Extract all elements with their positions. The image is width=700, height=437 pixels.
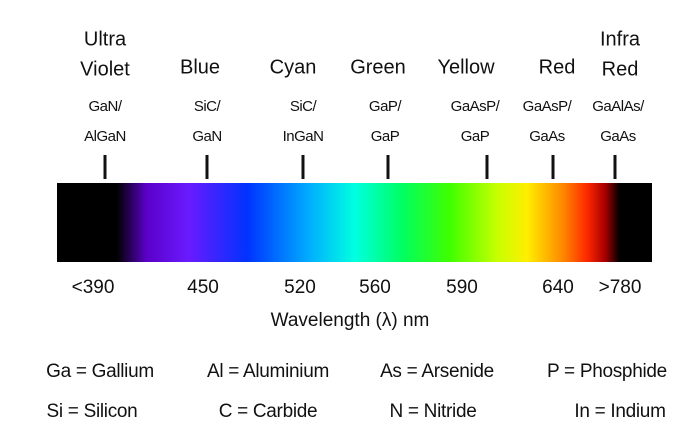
wavelength-label: 560	[359, 277, 391, 298]
material: GaAs	[600, 128, 636, 145]
material: GaP	[461, 128, 490, 145]
material: AlGaN	[84, 128, 126, 145]
legend-entry: Si = Silicon	[47, 401, 138, 422]
material: InGaN	[283, 128, 324, 145]
wavelength-label: 450	[187, 277, 219, 298]
legend-entry: C = Carbide	[219, 401, 318, 422]
legend-entry: N = Nitride	[390, 401, 477, 422]
color-name: Cyan	[270, 56, 317, 78]
material: GaAsP/	[451, 98, 501, 115]
legend-entry: As = Arsenide	[380, 361, 494, 382]
material: SiC/	[194, 98, 222, 115]
color-name: Blue	[180, 56, 220, 78]
spectrum-bar	[57, 183, 652, 262]
legend-entry: In = Indium	[574, 401, 665, 422]
material: GaP/	[369, 98, 403, 115]
color-name: Green	[350, 56, 406, 78]
wavelength-label: >780	[599, 277, 642, 298]
material: GaAlAs/	[592, 98, 645, 115]
wavelength-label: <390	[72, 277, 115, 298]
color-name: Violet	[80, 58, 130, 80]
color-name: Red	[602, 58, 639, 80]
color-name: Infra	[600, 28, 641, 50]
wavelength-label: 640	[542, 277, 574, 298]
material: SiC/	[290, 98, 318, 115]
color-name: Ultra	[84, 28, 127, 50]
material: GaN/	[88, 98, 122, 115]
legend-entry: Al = Aluminium	[207, 361, 329, 382]
material: GaP	[371, 128, 400, 145]
legend-entry: P = Phosphide	[547, 361, 667, 382]
color-name: Red	[539, 56, 576, 78]
material: GaAsP/	[523, 98, 573, 115]
wavelength-label: 590	[446, 277, 478, 298]
material: GaAs	[529, 128, 565, 145]
material: GaN	[192, 128, 221, 145]
wavelength-label: 520	[284, 277, 316, 298]
legend-entry: Ga = Gallium	[46, 361, 154, 382]
axis-label: Wavelength (λ) nm	[271, 310, 430, 331]
color-name: Yellow	[437, 56, 495, 78]
